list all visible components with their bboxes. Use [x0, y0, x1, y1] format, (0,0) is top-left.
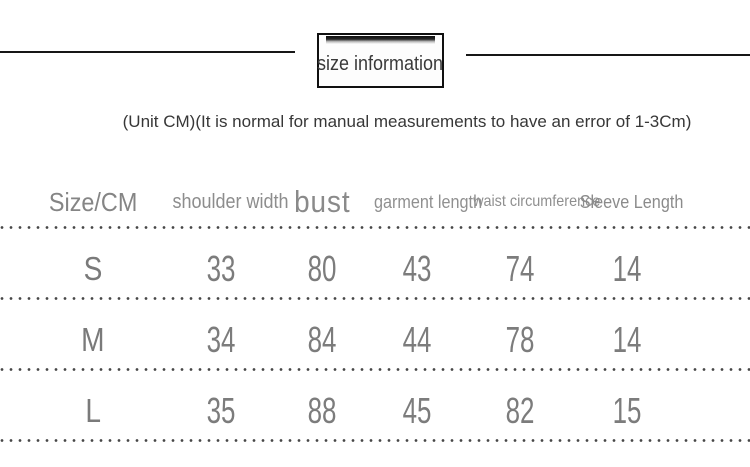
- column-header-label: garment length: [374, 191, 483, 212]
- cell-value: 33: [206, 248, 236, 289]
- column-header-sleeve-length: Sleeve Length: [574, 192, 684, 213]
- cell-value: 88: [307, 390, 337, 431]
- column-header-size-cm: Size/CM: [20, 187, 166, 218]
- bust-value: 88: [276, 390, 368, 432]
- garment-length-value: 43: [368, 248, 466, 290]
- size-label: M: [81, 321, 105, 358]
- column-header-label: Size/CM: [48, 186, 138, 217]
- sleeve-length-value: 14: [574, 248, 680, 290]
- cell-value: 14: [612, 248, 642, 289]
- bust-value: 84: [276, 319, 368, 361]
- waist-circumference-value: 78: [466, 319, 574, 361]
- dotted-divider: [0, 226, 750, 229]
- column-header-label: waist circumference: [473, 193, 601, 210]
- cell-value: 35: [206, 390, 236, 431]
- column-header-label: bust: [293, 184, 351, 219]
- column-header-waist-circumference: waist circumference: [466, 193, 600, 211]
- table-row-m: M 34 84 44 78 14: [0, 300, 750, 368]
- cell-value: 78: [505, 319, 535, 360]
- size-label-cell: M: [20, 321, 166, 359]
- cell-value: 44: [402, 319, 432, 360]
- cell-value: 80: [307, 248, 337, 289]
- shoulder-width-value: 33: [166, 248, 276, 290]
- title-divider-left: [0, 51, 295, 53]
- cell-value: 34: [206, 319, 236, 360]
- garment-length-value: 45: [368, 390, 466, 432]
- cell-value: 14: [612, 319, 642, 360]
- size-label: L: [85, 392, 101, 429]
- size-label-cell: S: [20, 250, 166, 288]
- page-title: size information: [317, 52, 444, 75]
- cell-value: 82: [505, 390, 535, 431]
- unit-note: (Unit CM)(It is normal for manual measur…: [122, 112, 692, 131]
- size-label: S: [83, 250, 103, 287]
- table-header-row: Size/CM shoulder width bust garment leng…: [0, 178, 750, 226]
- waist-circumference-value: 74: [466, 248, 574, 290]
- size-label-cell: L: [20, 392, 166, 430]
- table-row-l: L 35 88 45 82 15: [0, 371, 750, 439]
- column-header-bust: bust: [276, 184, 368, 220]
- title-divider-right: [466, 54, 750, 56]
- cell-value: 45: [402, 390, 432, 431]
- shoulder-width-value: 35: [166, 390, 276, 432]
- dotted-divider: [0, 297, 750, 300]
- column-header-shoulder-width: shoulder width: [166, 191, 288, 214]
- table-row-s: S 33 80 43 74 14: [0, 229, 750, 297]
- dotted-divider: [0, 439, 750, 442]
- bust-value: 80: [276, 248, 368, 290]
- cropped-artifact-strip: [326, 36, 435, 44]
- cell-value: 84: [307, 319, 337, 360]
- title-box: size information: [317, 33, 444, 88]
- column-header-garment-length: garment length: [368, 192, 482, 213]
- waist-circumference-value: 82: [466, 390, 574, 432]
- size-table: Size/CM shoulder width bust garment leng…: [0, 178, 750, 442]
- column-header-label: Sleeve Length: [579, 191, 684, 212]
- dotted-divider: [0, 368, 750, 371]
- cell-value: 43: [402, 248, 432, 289]
- garment-length-value: 44: [368, 319, 466, 361]
- cell-value: 74: [505, 248, 535, 289]
- sleeve-length-value: 14: [574, 319, 680, 361]
- sleeve-length-value: 15: [574, 390, 680, 432]
- cell-value: 15: [612, 390, 642, 431]
- column-header-label: shoulder width: [172, 190, 289, 213]
- shoulder-width-value: 34: [166, 319, 276, 361]
